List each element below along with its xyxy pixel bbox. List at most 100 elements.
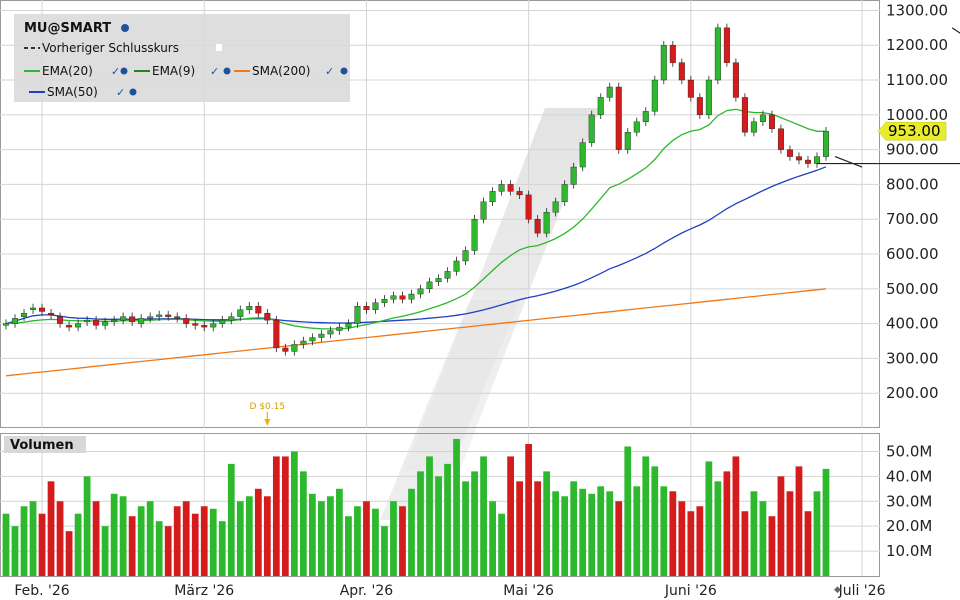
volume-bar [669,491,677,576]
volume-bar [281,456,289,576]
settings-icon[interactable] [121,24,129,32]
candle-body [660,45,667,81]
volume-bar [128,516,136,576]
volume-bar [660,486,668,576]
price-axis: 1300.00 1200.00 1100.00 1000.00 900.00 800.00… [886,1,948,402]
settings-icon[interactable] [223,67,231,75]
volume-bar [137,506,145,576]
sma50-path [5,166,827,325]
volume-title: Volumen [4,436,86,453]
candle-body [255,306,262,314]
trendlines [816,27,960,168]
candle-body [12,318,19,324]
volume-bar [83,476,91,576]
price-tick-label: 700.00 [886,210,939,228]
sma200-path [5,288,827,377]
candle-body [192,323,199,326]
volume-bar [606,491,614,576]
candle-body [84,319,91,323]
volume-bar [552,491,560,576]
short-line [834,156,863,168]
volume-bar [146,501,154,576]
dividend-label: D $0.15 [250,402,286,412]
settings-icon[interactable] [340,67,348,75]
last-price-tag: 953.00 [877,121,947,141]
candle-body [723,27,730,63]
volume-bar [47,481,55,576]
candle-body [525,194,532,220]
volume-bar [561,496,569,576]
volume-bar [498,513,505,576]
settings-icon[interactable] [129,88,137,96]
candle-body [111,319,118,323]
volume-bar [813,491,821,576]
scroll-arrow-icon[interactable]: ◆ [834,585,841,595]
candle-body [30,307,37,310]
settings-icon[interactable] [120,67,128,75]
candle-body [399,295,406,300]
candle-body [741,97,748,133]
volume-axis: 50.0M 40.0M 30.0M 20.0M 10.0M [886,442,932,560]
volume-bar [164,526,172,576]
volume-tick-label: 10.0M [886,542,932,560]
volume-bar [732,456,740,576]
candle-body [318,333,325,338]
candle-body [777,128,784,150]
candle-body [354,306,361,324]
candle-body [588,114,595,143]
candle-body [444,271,451,279]
check-icon[interactable]: ✓ [111,65,120,78]
volume-bar [155,521,163,576]
candle-body [489,191,496,203]
check-icon[interactable]: ✓ [325,65,334,78]
candle-body [642,111,649,122]
candle-body [606,86,613,98]
candle-body [471,219,478,251]
volume-tick-label: 20.0M [886,517,932,535]
candle-body [795,156,802,161]
volume-bar [11,526,19,576]
legend-prev-close: Vorheriger Schlusskurs [42,41,179,55]
volume-bar [417,471,424,576]
check-icon[interactable]: ✓ [116,86,125,99]
candle-body [534,219,541,234]
candle-body [246,306,253,310]
volume-bar [354,506,361,576]
volume-bar [245,496,253,576]
volume-bar [65,531,73,576]
volume-bar [687,511,695,576]
candle-body [516,191,523,196]
volume-bar [191,513,199,576]
candle-body [714,27,721,81]
price-tick-label: 500.00 [886,280,939,298]
volume-bar [696,506,704,576]
check-icon[interactable]: ✓ [210,65,219,78]
candle-body [75,323,82,328]
volume-bar [74,513,82,576]
date-tick-label: März '26 [174,583,234,599]
candle-body [66,325,73,328]
candle-body [651,79,658,112]
price-tick-label: 200.00 [886,384,939,402]
volume-bar [236,501,244,576]
last-price-label: 953.00 [888,122,941,140]
price-tick-label: 1000.00 [886,106,948,124]
candle-body [435,278,442,283]
sma50-line [5,166,827,325]
volume-bar [471,471,478,576]
candle-body [705,79,712,116]
price-tick-label: 800.00 [886,175,939,193]
candle-body [48,312,55,316]
watermark-logo-part [380,300,520,520]
volume-bar [768,516,776,576]
volume-bar [579,488,587,576]
volume-bar [444,463,451,576]
volume-bar [119,496,127,576]
volume-bar [200,506,208,576]
legend-sma200: SMA(200) [252,64,310,78]
visibility-toggle-icon[interactable] [216,44,222,51]
candle-body [165,314,172,317]
candle-body [174,316,181,319]
candle-body [183,318,190,324]
